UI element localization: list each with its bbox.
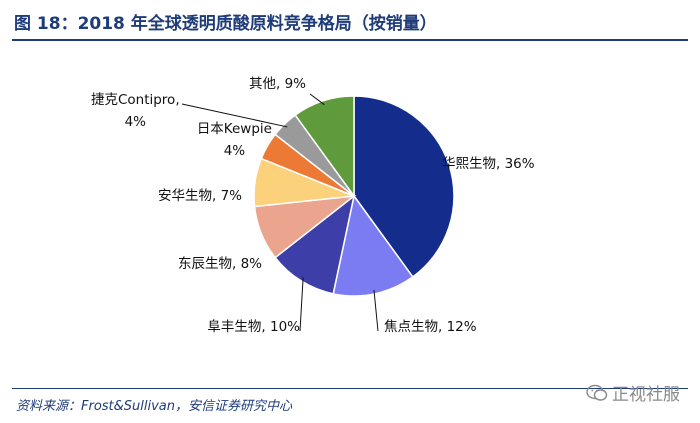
slice-label-8: 其他, 9% (249, 76, 306, 92)
pie-slice-3 (274, 194, 356, 295)
leader-line-3 (299, 277, 304, 332)
watermark-text: 正视社服 (612, 385, 680, 405)
title-divider (12, 39, 688, 41)
pie-slice-1 (353, 95, 455, 278)
source-note: 资料来源：Frost&Sullivan，安信证券研究中心 (16, 399, 293, 414)
slice-label-7: 捷克Contipro, 4% (91, 92, 180, 130)
wechat-icon (586, 384, 608, 401)
watermark: 正视社服 (586, 380, 680, 405)
slice-label-1: 华熙生物, 36% (442, 156, 535, 172)
slice-label-2: 焦点生物, 12% (384, 319, 477, 335)
leader-line-2 (373, 289, 379, 332)
chart-title: 图 18：2018 年全球透明质酸原料竞争格局（按销量） (14, 14, 437, 34)
slice-label-3: 阜丰生物, 10% (207, 318, 300, 335)
leader-line-7 (181, 103, 288, 128)
slice-label-4: 东辰生物, 8% (178, 256, 262, 272)
leader-line-8 (309, 93, 325, 106)
pie-slice-8 (294, 95, 355, 199)
slice-label-5: 安华生物, 7% (158, 188, 242, 204)
slice-label-6: 日本Kewpie 4% (197, 121, 272, 159)
footer-divider (12, 388, 688, 389)
